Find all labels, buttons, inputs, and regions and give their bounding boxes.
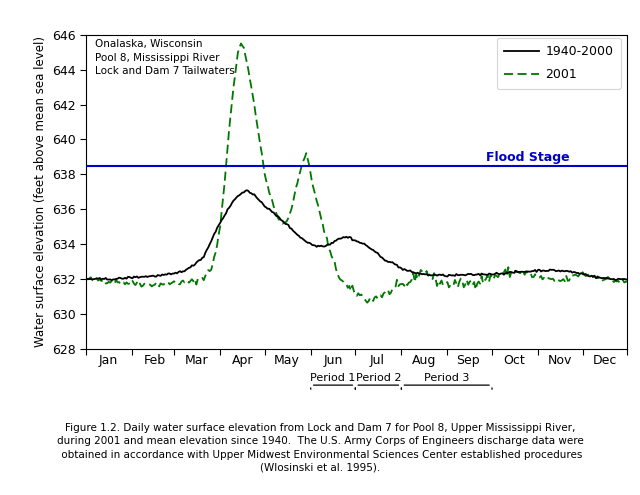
Text: Period 3: Period 3 (424, 373, 469, 383)
Text: Flood Stage: Flood Stage (486, 150, 570, 163)
Text: Period 2: Period 2 (356, 373, 401, 383)
Text: Period 1: Period 1 (310, 373, 356, 383)
Text: Onalaska, Wisconsin
Pool 8, Mississippi River
Lock and Dam 7 Tailwaters: Onalaska, Wisconsin Pool 8, Mississippi … (95, 40, 234, 76)
Legend: 1940-2000, 2001: 1940-2000, 2001 (497, 38, 621, 89)
Text: Figure 1.2. Daily water surface elevation from Lock and Dam 7 for Pool 8, Upper : Figure 1.2. Daily water surface elevatio… (56, 423, 584, 473)
Y-axis label: Water surface elevation (feet above mean sea level): Water surface elevation (feet above mean… (34, 36, 47, 347)
